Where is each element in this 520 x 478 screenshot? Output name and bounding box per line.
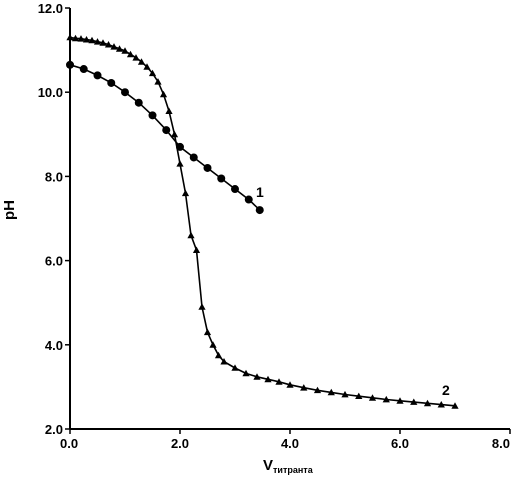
series-2-point [132, 54, 140, 61]
series-2-point [214, 351, 223, 359]
series-1-point [66, 60, 74, 69]
series-2-point [99, 39, 107, 46]
y-tick-label: 6.0 [45, 254, 63, 269]
series-2-point [126, 50, 135, 58]
series-2-point [71, 34, 80, 42]
series-2-point [82, 36, 91, 43]
series-2-point [423, 399, 432, 407]
series-2-point [110, 43, 118, 50]
series-2-point [115, 45, 124, 52]
y-tick-label: 8.0 [45, 169, 63, 184]
series-2-point [137, 58, 146, 65]
series-1-point [176, 142, 184, 151]
series-1-point [231, 185, 239, 194]
x-tick-label: 0.0 [60, 436, 78, 451]
series-2-point [275, 378, 283, 385]
series-2-point [300, 384, 308, 391]
series-2-point [159, 90, 168, 98]
series-2-point [286, 381, 294, 388]
series-2-point [242, 369, 250, 377]
series-1-point [255, 206, 264, 215]
series-2-point [368, 394, 377, 401]
series-1-label: 1 [256, 184, 264, 200]
series-2-point [88, 36, 96, 44]
y-tick-label: 2.0 [45, 422, 63, 437]
series-2-point [187, 231, 195, 239]
series-2-point [437, 401, 445, 408]
series-1-point [217, 174, 226, 183]
series-2-point [396, 397, 404, 404]
series-2-point [148, 69, 157, 77]
y-tick-label: 4.0 [45, 338, 63, 353]
x-axis-title-sub: титранта [273, 465, 314, 475]
y-tick-label: 12.0 [38, 1, 63, 16]
series-2-point [198, 303, 206, 310]
series-2-point [181, 189, 190, 197]
y-axis-title: pH [1, 200, 18, 220]
series-2-point [231, 364, 239, 371]
series-2-point [176, 160, 184, 167]
x-tick-label: 8.0 [492, 436, 510, 451]
series-1-point [148, 111, 157, 120]
series-markers [66, 33, 459, 409]
series-2-point [451, 402, 459, 409]
series-1-point [244, 195, 253, 204]
series-2-point [355, 392, 363, 399]
x-tick-label: 6.0 [391, 436, 409, 451]
series-1-point [79, 65, 88, 74]
series-2-point [313, 386, 322, 394]
series-2-point [154, 78, 162, 85]
series-1-point [121, 88, 129, 97]
series-2-point [203, 328, 212, 336]
series-1-point [162, 126, 171, 135]
series-2-label: 2 [442, 382, 450, 398]
series-2-point [382, 395, 390, 403]
series-2-point [93, 38, 102, 45]
x-tick-label: 4.0 [281, 436, 299, 451]
x-axis-title-main: V [263, 457, 273, 474]
series-2-point [143, 63, 151, 70]
y-tick-label: 10.0 [38, 85, 63, 100]
series-1-point [134, 98, 143, 107]
series-1-point [203, 163, 212, 172]
series-2-point [170, 130, 179, 138]
series-2-point [253, 373, 261, 380]
series-2-point [410, 398, 418, 405]
series-2-point [121, 47, 129, 54]
series-2-point [104, 41, 113, 48]
series-1-point [189, 153, 198, 162]
series-2-point [327, 388, 335, 396]
series-2-point [264, 375, 272, 383]
series-2-point [165, 107, 173, 114]
ticks: 0.0 2.0 4.0 6.0 8.02.04.06.08.010.012.0 [38, 1, 511, 451]
series-1-point [93, 71, 102, 80]
series-2-point [192, 246, 201, 253]
axes [69, 8, 510, 430]
x-axis-title: Vтитранта [263, 457, 314, 475]
series-1-point [107, 78, 116, 87]
series-2-point [77, 35, 85, 42]
series-2-point [341, 390, 349, 398]
series-2-point [209, 341, 217, 348]
series-2-point [66, 33, 74, 41]
series-2-point [220, 358, 228, 365]
x-tick-label: 2.0 [171, 436, 189, 451]
